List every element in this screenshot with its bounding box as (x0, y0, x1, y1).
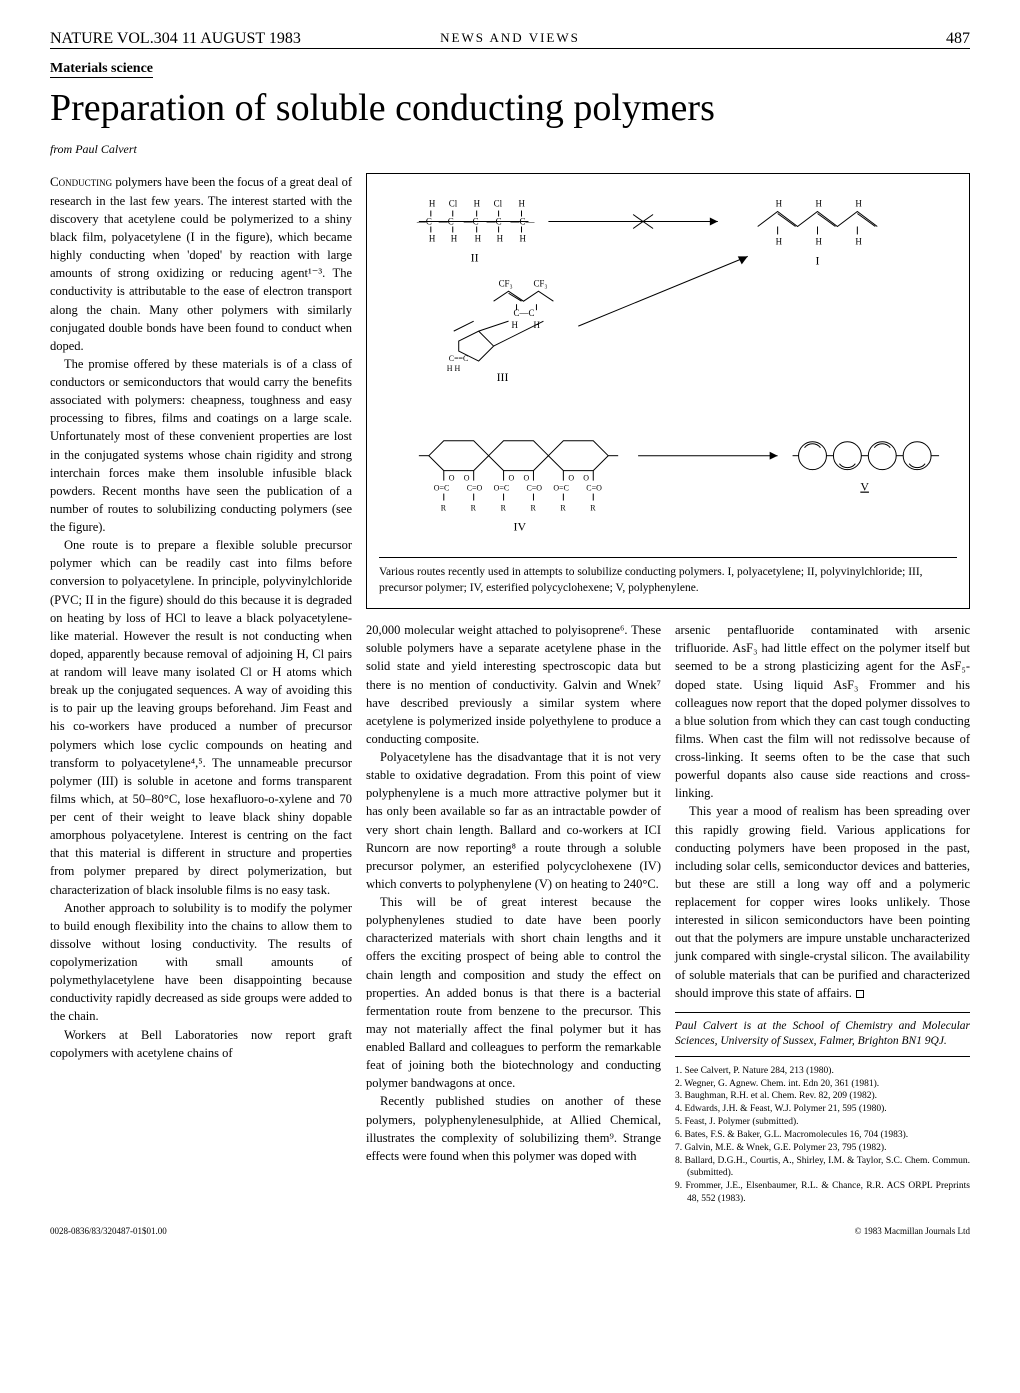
svg-text:O: O (524, 474, 530, 483)
section-label: Materials science (50, 61, 153, 78)
svg-text:R: R (471, 504, 477, 513)
figure-box: H Cl H Cl H —C —C —C —C —C— H H H H H II (366, 173, 970, 609)
svg-text:H: H (776, 236, 783, 246)
col3-p1: arsenic pentafluoride contaminated with … (675, 621, 970, 802)
figure-caption: Various routes recently used in attempts… (379, 557, 957, 596)
svg-text:—C: —C (463, 216, 479, 226)
svg-text:O: O (449, 474, 455, 483)
reference-item: 7. Galvin, M.E. & Wnek, G.E. Polymer 23,… (675, 1142, 970, 1155)
col1-p1: Conducting polymers have been the focus … (50, 173, 352, 355)
col3-p2-text: This year a mood of realism has been spr… (675, 804, 970, 999)
svg-text:R: R (590, 504, 596, 513)
svg-text:H: H (497, 233, 504, 243)
col2-p1: 20,000 molecular weight attached to poly… (366, 621, 661, 748)
svg-text:—C: —C (438, 216, 454, 226)
reference-item: 4. Edwards, J.H. & Feast, W.J. Polymer 2… (675, 1103, 970, 1116)
svg-text:H: H (429, 233, 436, 243)
svg-text:C=O: C=O (467, 484, 483, 493)
author-note: Paul Calvert is at the School of Chemist… (675, 1012, 970, 1057)
svg-text:R: R (530, 504, 536, 513)
svg-text:H: H (815, 199, 822, 209)
reference-item: 6. Bates, F.S. & Baker, G.L. Macromolecu… (675, 1129, 970, 1142)
col2-p4: Recently published studies on another of… (366, 1092, 661, 1165)
svg-text:O: O (568, 474, 574, 483)
chemistry-figure: H Cl H Cl H —C —C —C —C —C— H H H H H II (379, 186, 957, 546)
content-columns: Conducting polymers have been the focus … (50, 173, 970, 1206)
svg-text:IV: IV (514, 519, 527, 533)
reference-item: 8. Ballard, D.G.H., Courtis, A., Shirley… (675, 1155, 970, 1181)
reference-item: 9. Frommer, J.E., Elsenbaumer, R.L. & Ch… (675, 1180, 970, 1206)
svg-text:H: H (512, 320, 519, 330)
reference-item: 3. Baughman, R.H. et al. Chem. Rev. 82, … (675, 1090, 970, 1103)
article-title: Preparation of soluble conducting polyme… (50, 86, 970, 130)
svg-text:R: R (560, 504, 566, 513)
svg-text:H: H (519, 199, 526, 209)
svg-text:—C—: —C— (510, 216, 536, 226)
svg-text:C=O: C=O (586, 484, 602, 493)
col2-p3: This will be of great interest because t… (366, 893, 661, 1092)
lead-word: Conducting (50, 174, 112, 189)
svg-text:R: R (501, 504, 507, 513)
header-center: NEWS AND VIEWS (440, 30, 580, 46)
references-list: 1. See Calvert, P. Nature 284, 213 (1980… (675, 1065, 970, 1206)
column-2: 20,000 molecular weight attached to poly… (366, 621, 661, 1206)
header-left: NATURE VOL.304 11 AUGUST 1983 (50, 30, 301, 48)
svg-text:R: R (441, 504, 447, 513)
svg-text:Cl: Cl (494, 199, 503, 209)
svg-text:O=C: O=C (553, 484, 569, 493)
svg-text:V: V (860, 480, 869, 494)
footer-right: © 1983 Macmillan Journals Ltd (855, 1226, 970, 1236)
header-right: 487 (946, 30, 970, 48)
svg-text:H: H (474, 199, 481, 209)
svg-text:Cl: Cl (449, 199, 458, 209)
svg-text:H: H (520, 233, 527, 243)
column-1: Conducting polymers have been the focus … (50, 173, 352, 1206)
svg-text:I: I (815, 253, 819, 267)
byline: from Paul Calvert (50, 142, 970, 157)
svg-text:II: II (471, 250, 479, 264)
col1-p2: The promise offered by these materials i… (50, 355, 352, 536)
end-marker-icon (856, 990, 864, 998)
svg-text:H: H (815, 236, 822, 246)
col3-p2: This year a mood of realism has been spr… (675, 802, 970, 1001)
col1-p5: Workers at Bell Laboratories now report … (50, 1026, 352, 1062)
svg-text:O: O (464, 474, 470, 483)
col2-p2: Polyacetylene has the disadvantage that … (366, 748, 661, 893)
svg-text:O: O (583, 474, 589, 483)
svg-text:O: O (509, 474, 515, 483)
reference-item: 5. Feast, J. Polymer (submitted). (675, 1116, 970, 1129)
svg-text:C==C: C==C (449, 354, 469, 363)
page-footer: 0028-0836/83/320487-01$01.00 © 1983 Macm… (50, 1226, 970, 1236)
col1-p3: One route is to prepare a flexible solub… (50, 536, 352, 899)
reference-item: 2. Wegner, G. Agnew. Chem. int. Edn 20, … (675, 1078, 970, 1091)
page-header: NATURE VOL.304 11 AUGUST 1983 NEWS AND V… (50, 30, 970, 48)
svg-text:H: H (429, 199, 436, 209)
footer-left: 0028-0836/83/320487-01$01.00 (50, 1226, 167, 1236)
svg-text:CF₃: CF₃ (499, 278, 513, 288)
column-3: arsenic pentafluoride contaminated with … (675, 621, 970, 1206)
lower-two-columns: 20,000 molecular weight attached to poly… (366, 621, 970, 1206)
svg-text:—C: —C (416, 216, 432, 226)
reference-item: 1. See Calvert, P. Nature 284, 213 (1980… (675, 1065, 970, 1078)
svg-text:H: H (475, 233, 482, 243)
svg-text:H H: H H (447, 364, 461, 373)
col1-p1-text: polymers have been the focus of a great … (50, 175, 352, 353)
svg-text:CF₃: CF₃ (533, 278, 547, 288)
svg-text:III: III (497, 370, 509, 384)
svg-text:C=O: C=O (526, 484, 542, 493)
svg-text:O=C: O=C (434, 484, 450, 493)
svg-text:H: H (451, 233, 458, 243)
right-columns: H Cl H Cl H —C —C —C —C —C— H H H H H II (366, 173, 970, 1206)
svg-text:—C: —C (486, 216, 502, 226)
svg-text:O=C: O=C (494, 484, 510, 493)
svg-text:H: H (855, 199, 862, 209)
svg-text:H: H (855, 236, 862, 246)
col1-p4: Another approach to solubility is to mod… (50, 899, 352, 1026)
svg-text:H: H (776, 199, 783, 209)
